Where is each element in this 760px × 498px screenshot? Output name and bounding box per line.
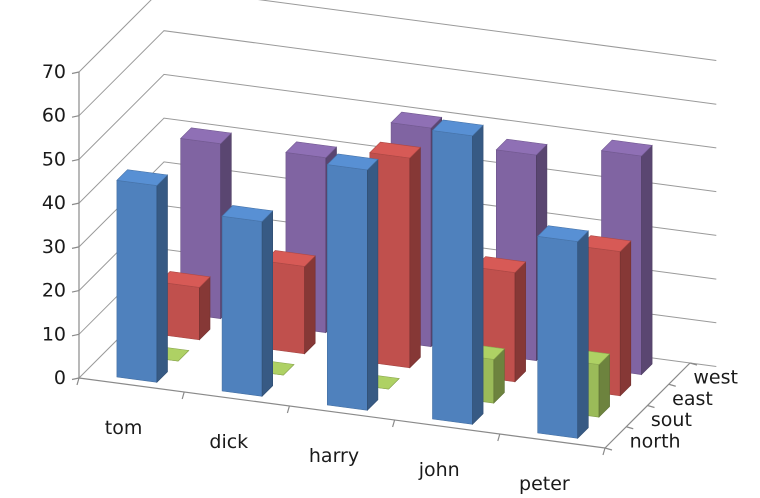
bar-north-peter	[537, 225, 589, 440]
y-tick-label: 70	[42, 61, 66, 83]
y-tick-label: 50	[42, 148, 66, 170]
depth-tick-mark	[626, 426, 634, 430]
y-tick-mark	[71, 377, 80, 381]
bar-east-harry	[369, 141, 422, 369]
bar-top-face	[495, 138, 548, 156]
bar-front-face	[116, 179, 158, 383]
bar-top-face	[537, 225, 589, 242]
series-axis-label: sout	[651, 409, 692, 431]
y-tick-mark	[71, 202, 80, 206]
bar-side-face	[156, 174, 168, 384]
y-tick-mark	[71, 71, 80, 75]
tick-labels: 0 10 20 30 40 50 60 70 tom dick harry john peter nort…	[42, 61, 738, 495]
y-tick-mark	[71, 115, 80, 118]
bar-side-face	[304, 255, 316, 355]
gridline	[78, 30, 717, 117]
y-tick-mark	[71, 246, 80, 249]
category-label: dick	[209, 431, 248, 453]
bar-top-face	[390, 111, 443, 129]
bar-top-face	[221, 205, 274, 222]
x-axis-line	[78, 377, 606, 449]
bar-side-face	[409, 146, 421, 369]
bar-side-face	[598, 353, 610, 418]
bar-top-face	[431, 119, 484, 137]
category-label: harry	[309, 445, 359, 467]
y-tick-mark	[71, 333, 80, 337]
gridline	[78, 73, 717, 160]
category-label: tom	[105, 417, 143, 439]
y-tick-label: 10	[42, 323, 66, 345]
depth-tick-mark	[647, 404, 655, 409]
bar-north-john	[431, 119, 484, 426]
series-axis-label: east	[672, 388, 713, 410]
bar-front-face	[432, 130, 473, 425]
bar-front-face	[221, 215, 263, 397]
series-axis-label: west	[693, 367, 738, 389]
bar-side-face	[199, 276, 211, 341]
bars	[116, 111, 653, 440]
bar-side-face	[514, 261, 526, 383]
x-tick-mark	[497, 433, 501, 442]
bar-front-face	[537, 235, 579, 439]
category-label: john	[418, 459, 460, 481]
bar-top-face	[600, 139, 653, 157]
bar-side-face	[366, 158, 379, 412]
y-tick-mark	[71, 158, 80, 162]
category-label: peter	[519, 473, 570, 495]
bar-north-tom	[116, 169, 169, 384]
depth-tick-mark	[689, 362, 698, 366]
x-tick-mark	[602, 447, 606, 456]
bar-top-face	[116, 169, 169, 186]
bar-side-face	[472, 124, 484, 426]
bar-north-harry	[326, 153, 379, 412]
bar-front-face	[326, 164, 368, 411]
bar-top-face	[180, 127, 232, 145]
bar-side-face	[261, 210, 274, 398]
bar-top-face	[326, 153, 379, 171]
y-tick-label: 30	[42, 236, 66, 258]
bar-top-face	[369, 141, 422, 159]
bar-side-face	[619, 240, 632, 397]
gridline	[78, 0, 717, 73]
bar-east-dick	[263, 250, 316, 355]
bar-top-face	[285, 141, 338, 159]
depth-tick-mark	[668, 383, 676, 387]
x-tick-mark	[392, 419, 396, 428]
bar-side-face	[577, 230, 589, 440]
depth-tick-mark	[604, 447, 613, 451]
series-axis-label: north	[630, 430, 681, 452]
y-tick-label: 20	[42, 280, 66, 302]
y-tick-label: 60	[42, 105, 66, 127]
x-tick-mark	[286, 405, 290, 414]
y-tick-label: 40	[42, 192, 66, 214]
bar-north-dick	[221, 205, 274, 398]
bar-side-face	[641, 144, 653, 376]
y-tick-label: 0	[54, 367, 66, 389]
bar-east-tom	[158, 271, 211, 341]
axes	[71, 71, 698, 456]
x-tick-mark	[76, 377, 80, 386]
x-tick-mark	[181, 391, 185, 400]
y-tick-mark	[71, 289, 80, 293]
